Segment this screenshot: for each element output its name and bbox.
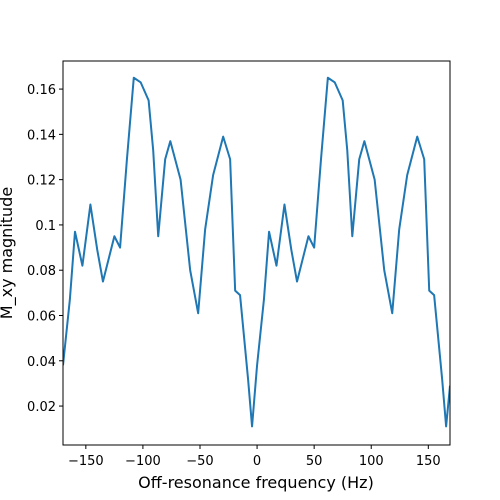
x-tick-label: 50 — [306, 454, 323, 469]
y-tick-label: 0.14 — [27, 128, 56, 143]
y-axis-label: M_xy magnitude — [0, 187, 17, 319]
x-tick-label: −100 — [125, 454, 161, 469]
y-tick-label: 0.12 — [27, 174, 56, 189]
x-tick-label: 0 — [253, 454, 261, 469]
data-line — [63, 76, 450, 428]
y-tick-label: 0.06 — [27, 309, 56, 324]
axes-frame — [62, 60, 451, 446]
plot-area — [63, 76, 450, 428]
y-tick-label: 0.08 — [27, 264, 56, 279]
y-tick-label: 0.02 — [27, 400, 56, 415]
x-tick-label: 150 — [416, 454, 441, 469]
x-tick-label: −150 — [68, 454, 104, 469]
x-tick-label: −50 — [186, 454, 213, 469]
y-tick-label: 0.04 — [27, 355, 56, 370]
x-tick-label: 100 — [359, 454, 384, 469]
y-tick-label: 0.16 — [27, 83, 56, 98]
x-axis-label: Off-resonance frequency (Hz) — [138, 473, 374, 492]
y-tick-label: 0.1 — [35, 219, 56, 234]
